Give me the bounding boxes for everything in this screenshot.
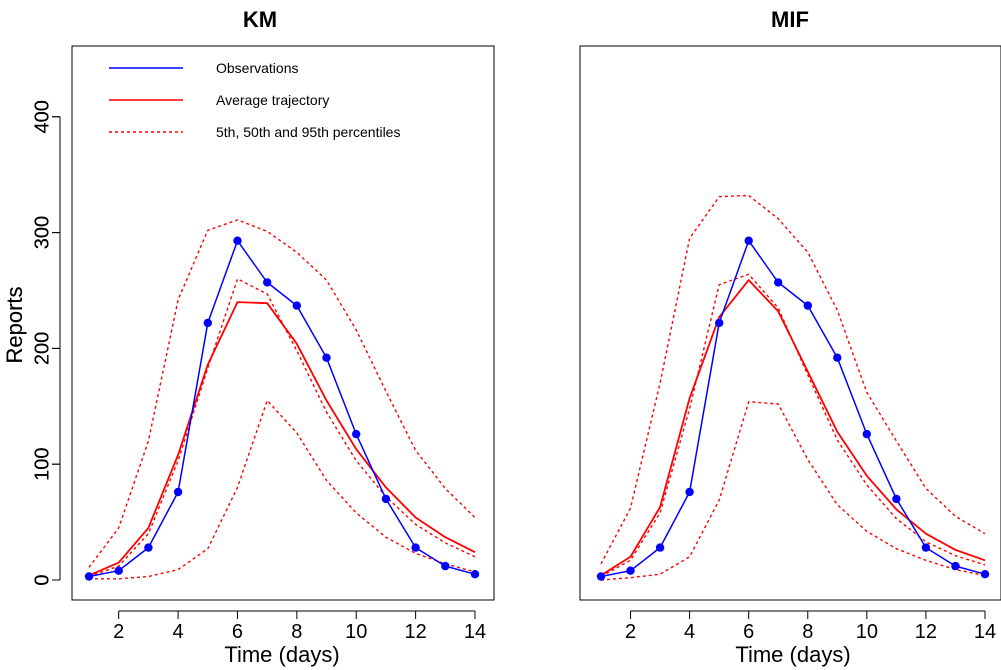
- series-line-average: [88, 301, 476, 577]
- observation-point: [470, 570, 480, 579]
- series-line-p5: [89, 399, 476, 580]
- chart-panel-km: KM 2 4 6 8 10 12 14 0 100 200 300 400 Time (days) Repo…: [2, 7, 495, 667]
- observation-point: [921, 543, 931, 552]
- observation-point: [173, 487, 183, 497]
- y-tick-label: 100: [31, 448, 53, 481]
- x-tick-label: 6: [232, 621, 243, 643]
- observation-point: [655, 543, 665, 552]
- observation-point: [233, 236, 242, 245]
- x-tick-label: 12: [915, 621, 937, 643]
- observation-point: [263, 278, 272, 287]
- x-tick-label: 4: [684, 621, 695, 643]
- y-tick-label: 400: [31, 100, 53, 133]
- observation-point: [84, 572, 94, 581]
- x-tick-label: 14: [464, 621, 486, 643]
- observation-point: [862, 429, 871, 439]
- x-tick-label: 2: [113, 621, 124, 643]
- observation-point: [322, 353, 331, 362]
- observation-point: [381, 494, 391, 504]
- y-tick-label: 300: [31, 216, 53, 249]
- y-tick-label: 0: [31, 574, 53, 585]
- y-tick-label: 200: [31, 332, 53, 365]
- legend: Observations Average trajectory 5th, 50th …: [109, 60, 400, 140]
- x-tick-label: 14: [974, 621, 996, 643]
- observation-point: [352, 429, 361, 439]
- x-tick-label: 8: [802, 621, 813, 643]
- series-line-p50: [600, 273, 986, 578]
- observation-point: [203, 318, 212, 328]
- observation-point: [114, 566, 123, 575]
- chart-panel-mif: MIF 2 4 6 8 10 12 14 0 100 200 300 400 Time (days) Rep…: [2, 7, 1001, 667]
- plot-frame: [71, 45, 495, 601]
- observation-point: [833, 353, 842, 362]
- legend-label-0: Observations: [216, 60, 298, 76]
- series-line-average: [600, 279, 986, 577]
- observation-point: [685, 487, 694, 497]
- observation-point: [980, 570, 990, 579]
- observation-point: [715, 318, 724, 328]
- legend-label-1: Average trajectory: [216, 92, 329, 108]
- chart-title: KM: [243, 7, 277, 32]
- observation-point: [892, 494, 901, 504]
- x-tick-label: 10: [345, 621, 367, 643]
- observation-point: [803, 301, 812, 310]
- observation-point: [596, 572, 606, 581]
- observation-point: [144, 543, 153, 552]
- x-axis-label: Time (days): [224, 642, 339, 667]
- observation-point: [292, 301, 301, 310]
- observation-point: [626, 566, 635, 575]
- legend-label-2: 5th, 50th and 95th percentiles: [216, 124, 400, 140]
- x-tick-label: 6: [743, 621, 754, 643]
- observation-point: [774, 278, 783, 287]
- series-line-observations: [88, 239, 476, 578]
- y-tick-label: 100: [31, 448, 53, 481]
- y-tick-label: 300: [31, 216, 53, 249]
- x-tick-label: 8: [291, 621, 302, 643]
- y-tick-label: 0: [31, 574, 53, 585]
- x-tick-label: 10: [856, 621, 878, 643]
- plot-frame: [579, 45, 1001, 601]
- series-line-p95: [600, 194, 986, 565]
- observation-point: [411, 543, 420, 552]
- observation-point: [744, 236, 753, 245]
- x-tick-label: 12: [404, 621, 426, 643]
- chart-title: MIF: [771, 7, 809, 32]
- observation-point: [441, 561, 450, 571]
- series-line-observations: [600, 239, 986, 578]
- observation-point: [951, 561, 960, 571]
- x-axis-label: Time (days): [735, 642, 850, 667]
- x-tick-label: 4: [173, 621, 184, 643]
- x-tick-label: 2: [625, 621, 636, 643]
- y-axis-label: Reports: [2, 286, 27, 363]
- y-axis-label: Reports: [2, 286, 27, 363]
- y-tick-label: 400: [31, 100, 53, 133]
- series-line-p95: [88, 219, 476, 568]
- y-tick-label: 200: [31, 332, 53, 365]
